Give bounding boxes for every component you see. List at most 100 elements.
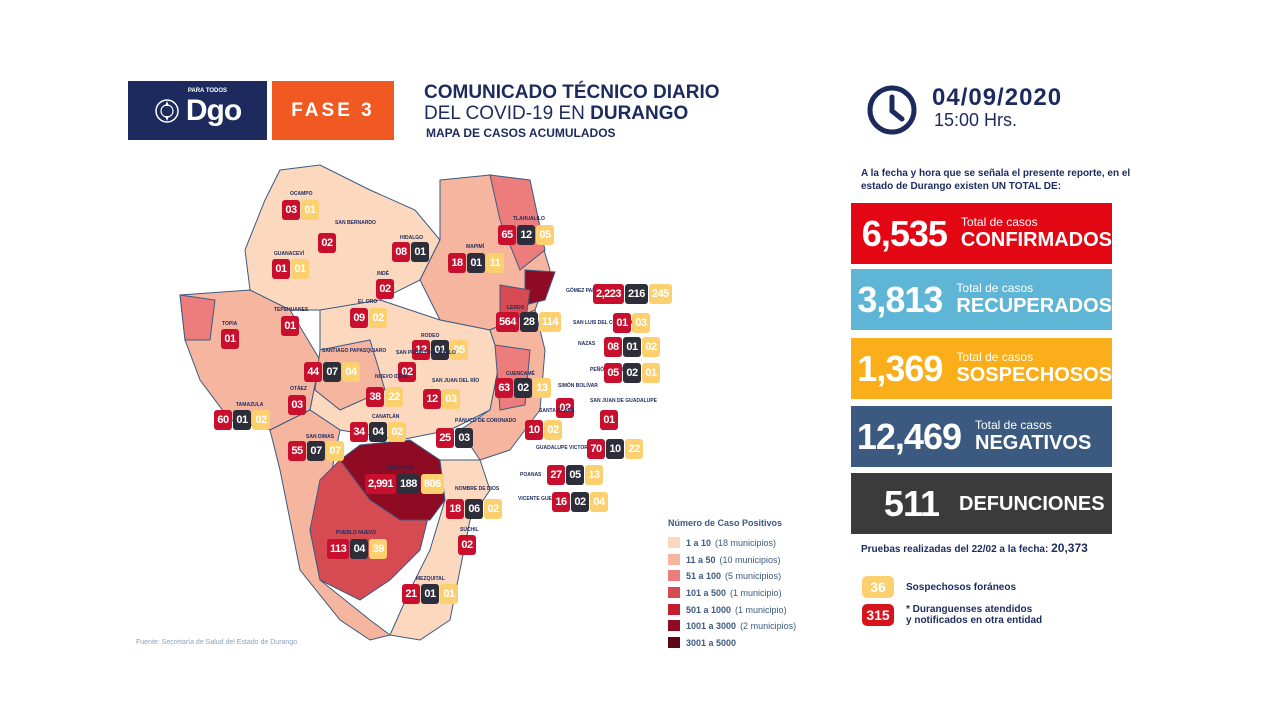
deaths-badge: 07 — [307, 441, 325, 461]
clock-icon — [867, 85, 917, 135]
confirmed-badge: 08 — [392, 242, 410, 262]
municipio-label: SANTA CLARA — [539, 408, 575, 414]
municipio-label: SIMÓN BOLÍVAR — [558, 383, 598, 389]
municipio-badges: 16 02 04 — [552, 492, 608, 512]
logo-text: PARA TODOS Dgo — [186, 88, 242, 128]
confirmed-badge: 18 — [448, 253, 466, 273]
confirmed-badge: 02 — [398, 362, 416, 382]
municipio-badges: 01 01 — [272, 259, 309, 279]
deaths-badge: 02 — [571, 492, 589, 512]
municipio-badges: 34 04 02 — [350, 422, 406, 442]
report-date: 04/09/2020 — [932, 84, 1063, 111]
confirmed-badge: 08 — [604, 337, 622, 357]
deaths-badge: 03 — [455, 428, 473, 448]
deaths-badge: 05 — [566, 465, 584, 485]
stat-sospechosos: 1,369 Total de casos SOSPECHOSOS — [851, 338, 1112, 399]
suspected-badge: 39 — [369, 539, 388, 559]
suspected-badge: 04 — [590, 492, 608, 512]
legend-desc: (1 municipio) — [730, 587, 782, 598]
deaths-badge: 12 — [517, 225, 535, 245]
municipio-badges: 01 03 — [613, 313, 650, 333]
municipio-badges: 03 01 — [282, 200, 319, 220]
suspected-badge: 05 — [450, 340, 468, 360]
suspected-badge: 02 — [388, 422, 406, 442]
stat-small-label: Total de casos — [975, 418, 1052, 432]
municipio-label: CANATLÁN — [372, 414, 400, 420]
municipio-badges: 12 03 — [423, 389, 460, 409]
municipio-label: TOPIA — [222, 321, 238, 327]
confirmed-badge: 02 — [376, 279, 394, 299]
legend-range: 1001 a 3000 — [686, 620, 737, 631]
municipio-badges: 21 01 01 — [402, 584, 458, 604]
municipio-label: GUANACEVÍ — [274, 251, 305, 257]
deaths-badge: 01 — [623, 337, 641, 357]
deaths-badge: 28 — [519, 312, 538, 332]
municipio-label: MAPIMÍ — [466, 244, 485, 250]
legend-swatch — [668, 604, 680, 615]
suspected-badge: 02 — [544, 420, 562, 440]
suspected-badge: 01 — [440, 584, 458, 604]
deaths-badge: 01 — [421, 584, 439, 604]
deaths-badge: 10 — [606, 439, 624, 459]
municipio-badges: 02 — [458, 535, 476, 555]
municipio-label: SAN DIMAS — [306, 434, 335, 440]
deaths-badge: 02 — [623, 363, 641, 383]
municipio-label: PÁNUCO DE CORONADO — [455, 418, 517, 424]
municipio-label: SANTIAGO PAPASQUIARO — [322, 348, 387, 354]
municipio-label: DURANGO — [388, 465, 414, 471]
confirmed-badge: 113 — [327, 539, 350, 559]
municipio-badges: 12 01 05 — [412, 340, 468, 360]
confirmed-badge: 01 — [272, 259, 290, 279]
stat-value: 6,535 — [861, 212, 948, 254]
suspected-badge: 04 — [342, 362, 360, 382]
municipio-label: TLAHUALILO — [513, 216, 545, 222]
confirmed-badge: 34 — [350, 422, 368, 442]
pruebas-value: 20,373 — [1051, 541, 1088, 555]
municipio-label: INDÉ — [377, 271, 389, 277]
municipio-badges: 01 — [281, 316, 299, 336]
legend-item: 3001 a 5000 — [668, 637, 740, 648]
municipio-label: POANAS — [520, 472, 542, 478]
deaths-badge: 04 — [369, 422, 387, 442]
confirmed-badge: 02 — [318, 233, 336, 253]
deaths-badge: 06 — [465, 499, 483, 519]
municipio-label: CUENCAMÉ — [506, 371, 535, 377]
suspected-badge: 02 — [642, 337, 660, 357]
source-note: Fuente: Secretaría de Salud del Estado d… — [136, 639, 300, 646]
municipio-badges: 2,991 188 806 — [365, 474, 444, 494]
confirmed-badge: 09 — [350, 308, 368, 328]
report-hour: 15:00 Hrs. — [934, 110, 1018, 130]
confirmed-badge: 05 — [604, 363, 622, 383]
municipio-label: LERDO — [507, 305, 525, 311]
deaths-badge: 01 — [411, 242, 429, 262]
pruebas-label: Pruebas realizadas del 22/02 a la fecha: — [861, 544, 1052, 555]
municipio-label: MEZQUITAL — [416, 576, 445, 582]
suspected-badge: 13 — [533, 378, 551, 398]
municipio-badges: 18 01 11 — [448, 253, 504, 273]
municipio-label: SAN JUAN DEL RÍO — [432, 378, 480, 384]
legend-item: 501 a 1000 (1 municipio) — [668, 604, 787, 615]
note-badge: 315 — [862, 604, 894, 626]
stat-small-label: Total de casos — [960, 215, 1038, 229]
map-region-topia — [179, 294, 216, 341]
legend-swatch — [668, 620, 680, 631]
municipio-badges: 564 28 114 — [496, 312, 562, 332]
legend-range: 501 a 1000 — [686, 604, 732, 615]
map-title: MAPA DE CASOS ACUMULADOS — [426, 126, 616, 140]
deaths-badge: 01 — [431, 340, 449, 360]
legend-swatch — [668, 587, 680, 598]
map-region-tlahualilo — [489, 174, 546, 271]
municipio-label: OCAMPO — [290, 191, 313, 197]
confirmed-badge: 01 — [600, 410, 618, 430]
legend-item: 1 a 10 (18 municipios) — [668, 537, 776, 548]
stat-small-label: Total de casos — [956, 350, 1034, 364]
pruebas-text: Pruebas realizadas del 22/02 a la fecha:… — [861, 541, 1088, 555]
municipio-badges: 60 01 02 — [214, 410, 270, 430]
municipio-label: OTÁEZ — [290, 386, 307, 392]
confirmed-badge: 70 — [587, 439, 605, 459]
confirmed-badge: 44 — [304, 362, 322, 382]
suspected-badge: 03 — [442, 389, 460, 409]
suspected-badge: 07 — [326, 441, 344, 461]
stat-negativos: 12,469 Total de casos NEGATIVOS — [851, 406, 1112, 467]
municipio-badges: 09 02 — [350, 308, 387, 328]
